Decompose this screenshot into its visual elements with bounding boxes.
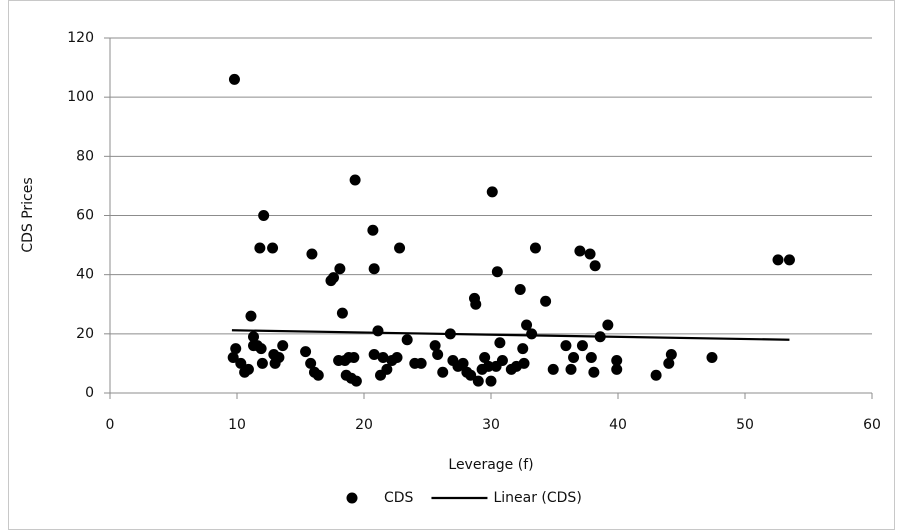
scatter-point [227,352,239,363]
scatter-point [401,334,413,346]
scatter-point [432,349,444,361]
scatter-point [429,340,441,352]
x-axis-title: Leverage (f) [448,457,533,473]
scatter-point [521,319,533,331]
scatter-point [312,369,324,381]
legend-label: Linear (CDS) [493,490,581,506]
scatter-point [518,357,530,369]
scatter-point [584,248,596,260]
scatter-point [491,266,503,278]
scatter-point [663,357,675,369]
scatter-point [258,210,270,221]
scatter-point [372,325,384,337]
scatter-point [368,349,380,361]
scatter-point [328,272,340,284]
scatter-point [391,352,403,363]
scatter-point [437,366,449,378]
scatter-point [611,354,623,366]
scatter-point [568,352,580,363]
x-tick-label: 40 [609,417,627,433]
legend-label: CDS [384,490,414,506]
scatter-point [650,369,662,381]
scatter-point [256,357,268,369]
scatter-point [494,337,506,349]
x-tick-label: 10 [228,417,246,433]
scatter-point [585,352,597,363]
scatter-point [350,375,362,387]
scatter-point [526,328,538,340]
scatter-point [245,310,257,322]
scatter-point [300,346,312,358]
scatter-point [772,254,784,266]
scatter-point [560,340,572,352]
scatter-point [576,340,588,352]
scatter-point [589,260,601,272]
scatter-point [470,298,482,310]
y-axis-title: CDS Prices [20,177,36,252]
scatter-point [377,352,389,363]
scatter-point [254,242,266,254]
y-tick-label: 0 [85,385,94,401]
scatter-point [547,363,559,375]
scatter-point [602,319,614,331]
scatter-point [574,245,586,257]
scatter-point [611,363,623,375]
scatter-point [228,73,240,85]
scatter-point [235,357,247,369]
y-tick-label: 60 [76,208,94,224]
scatter-point [248,331,260,343]
scatter-point [273,352,285,363]
chart-frame [8,0,895,530]
scatter-point [394,242,406,254]
x-tick-label: 30 [482,417,500,433]
scatter-point [267,242,279,254]
scatter-point [665,349,677,361]
scatter-point [277,340,289,352]
y-tick-label: 40 [76,267,94,283]
scatter-point [486,186,498,198]
scatter-point [415,357,427,369]
scatter-point [529,242,541,254]
x-tick-label: 0 [106,417,115,433]
trend-line [231,329,790,341]
scatter-point [706,352,718,363]
y-tick-label: 20 [76,326,94,342]
scatter-point [540,295,552,307]
y-tick-label: 100 [67,89,94,105]
scatter-point [479,352,491,363]
scatter-point [255,343,267,355]
scatter-point [348,352,360,363]
scatter-point [368,263,380,275]
scatter-point [381,363,393,375]
y-tick-label: 80 [76,148,94,164]
scatter-point [514,283,526,295]
scatter-point [305,357,317,369]
y-tick-label: 120 [67,30,94,46]
scatter-point [349,174,361,186]
scatter-point [496,354,508,366]
scatter-point [565,363,577,375]
scatter-point [336,307,348,319]
scatter-point [334,263,346,275]
x-tick-label: 60 [863,417,881,433]
scatter-point [242,363,254,375]
scatter-point [485,375,497,387]
legend-marker [346,492,358,504]
scatter-point [306,248,318,260]
x-tick-label: 20 [355,417,373,433]
scatter-point [482,360,494,372]
scatter-point [465,369,477,381]
scatter-point [783,254,795,266]
scatter-point [472,375,484,387]
scatter-point [457,357,469,369]
x-tick-label: 50 [736,417,754,433]
scatter-point [230,343,242,355]
scatter-point [588,366,600,378]
scatter-point [517,343,529,355]
scatter-point [367,224,379,236]
